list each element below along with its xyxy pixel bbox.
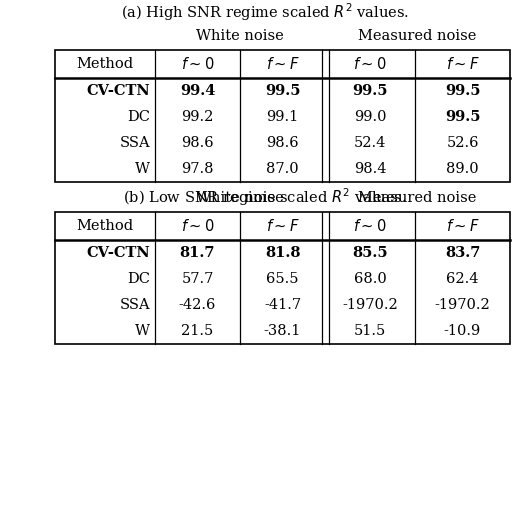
Text: 68.0: 68.0 — [354, 272, 386, 286]
Text: 65.5: 65.5 — [266, 272, 299, 286]
Text: 81.8: 81.8 — [265, 246, 301, 260]
Text: 97.8: 97.8 — [181, 162, 214, 176]
Text: $f \sim 0$: $f \sim 0$ — [354, 56, 387, 72]
Text: 62.4: 62.4 — [446, 272, 479, 286]
Text: -41.7: -41.7 — [264, 298, 301, 312]
Text: $f \sim F$: $f \sim F$ — [266, 218, 299, 234]
Text: $f \sim 0$: $f \sim 0$ — [354, 218, 387, 234]
Text: $f \sim F$: $f \sim F$ — [446, 218, 479, 234]
Text: W: W — [135, 162, 150, 176]
Text: -1970.2: -1970.2 — [435, 298, 490, 312]
Text: 99.1: 99.1 — [267, 110, 298, 124]
Bar — [55, 50, 510, 182]
Text: DC: DC — [127, 110, 150, 124]
Text: SSA: SSA — [119, 298, 150, 312]
Bar — [55, 212, 510, 344]
Text: (a) High SNR regime scaled $R^2$ values.: (a) High SNR regime scaled $R^2$ values. — [121, 1, 409, 23]
Text: 98.4: 98.4 — [354, 162, 386, 176]
Text: Method: Method — [76, 219, 134, 233]
Text: 85.5: 85.5 — [352, 246, 388, 260]
Text: CV-CTN: CV-CTN — [86, 84, 150, 98]
Text: 99.2: 99.2 — [181, 110, 214, 124]
Text: 57.7: 57.7 — [181, 272, 214, 286]
Text: 52.6: 52.6 — [446, 136, 479, 150]
Text: Measured noise: Measured noise — [358, 29, 476, 43]
Text: White noise: White noise — [196, 29, 284, 43]
Text: -38.1: -38.1 — [264, 324, 301, 338]
Text: 99.5: 99.5 — [265, 84, 301, 98]
Text: White noise: White noise — [196, 191, 284, 205]
Text: $f \sim F$: $f \sim F$ — [446, 56, 479, 72]
Text: 99.4: 99.4 — [180, 84, 215, 98]
Text: -1970.2: -1970.2 — [342, 298, 398, 312]
Text: 51.5: 51.5 — [354, 324, 386, 338]
Text: CV-CTN: CV-CTN — [86, 246, 150, 260]
Text: 99.5: 99.5 — [445, 84, 480, 98]
Text: -10.9: -10.9 — [444, 324, 481, 338]
Text: -42.6: -42.6 — [179, 298, 216, 312]
Text: 98.6: 98.6 — [181, 136, 214, 150]
Text: $f \sim 0$: $f \sim 0$ — [181, 218, 214, 234]
Text: 99.0: 99.0 — [354, 110, 386, 124]
Text: 83.7: 83.7 — [445, 246, 480, 260]
Text: Measured noise: Measured noise — [358, 191, 476, 205]
Text: SSA: SSA — [119, 136, 150, 150]
Text: $f \sim 0$: $f \sim 0$ — [181, 56, 214, 72]
Text: W: W — [135, 324, 150, 338]
Text: 89.0: 89.0 — [446, 162, 479, 176]
Text: 21.5: 21.5 — [181, 324, 214, 338]
Text: 52.4: 52.4 — [354, 136, 386, 150]
Text: 99.5: 99.5 — [352, 84, 388, 98]
Text: (b) Low SNR regime scaled $R^2$ values.: (b) Low SNR regime scaled $R^2$ values. — [123, 186, 407, 208]
Text: 98.6: 98.6 — [266, 136, 299, 150]
Text: $f \sim F$: $f \sim F$ — [266, 56, 299, 72]
Text: 87.0: 87.0 — [266, 162, 299, 176]
Text: DC: DC — [127, 272, 150, 286]
Text: 99.5: 99.5 — [445, 110, 480, 124]
Text: 81.7: 81.7 — [180, 246, 215, 260]
Text: Method: Method — [76, 57, 134, 71]
